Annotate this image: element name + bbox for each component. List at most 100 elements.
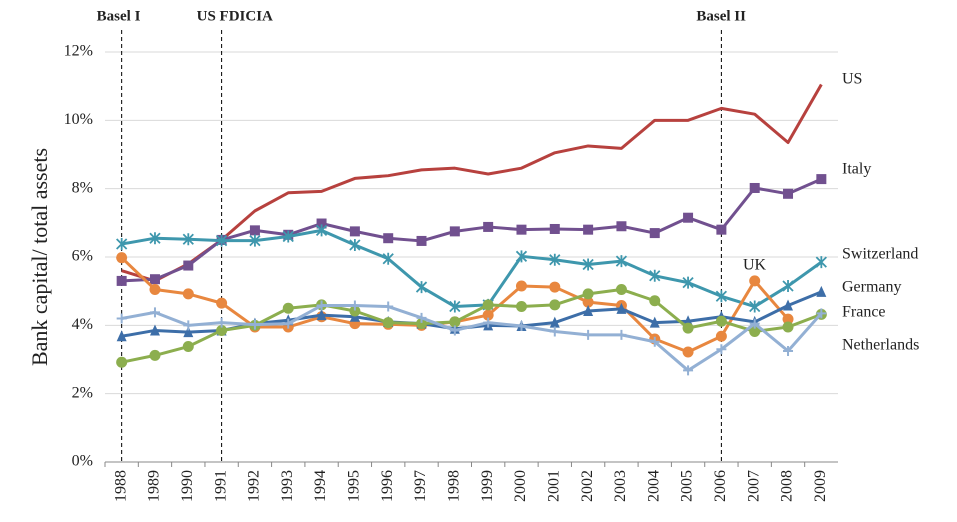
series-line (121, 304, 823, 372)
y-tick-label: 8% (72, 179, 93, 196)
marker (582, 258, 594, 271)
marker (549, 316, 560, 328)
marker (149, 232, 161, 245)
x-tick-label: 1988 (112, 470, 129, 502)
marker (149, 274, 160, 285)
marker (682, 346, 694, 358)
marker (549, 253, 561, 266)
marker (715, 315, 727, 327)
marker (249, 319, 260, 330)
x-tick-label: 1994 (312, 470, 329, 502)
marker (482, 299, 494, 311)
marker (482, 309, 494, 321)
marker (216, 297, 228, 309)
series-label: Italy (842, 161, 871, 178)
marker (515, 301, 527, 313)
marker (183, 260, 194, 271)
marker (449, 300, 461, 313)
x-tick-label: 2002 (579, 470, 596, 502)
marker (416, 318, 428, 330)
y-tick-label: 4% (72, 316, 93, 333)
series-label: Switzerland (842, 246, 918, 263)
marker (315, 224, 328, 237)
marker (316, 309, 327, 321)
marker (249, 225, 260, 236)
x-tick-label: 1998 (446, 470, 463, 502)
y-axis-label: Bank capital/ total assets (27, 148, 52, 366)
marker (149, 283, 161, 295)
marker (582, 288, 594, 300)
marker (649, 228, 660, 239)
x-tick-label: 1989 (146, 470, 163, 502)
x-tick-label: 2003 (612, 470, 629, 502)
marker (483, 221, 494, 232)
y-tick-label: 2% (72, 384, 93, 401)
marker (815, 256, 827, 269)
x-tick-label: 1995 (346, 470, 363, 502)
marker (382, 252, 394, 265)
marker (683, 212, 694, 223)
x-tick-label: 2008 (779, 470, 796, 502)
x-tick-label: 1993 (279, 470, 296, 502)
marker (649, 269, 661, 282)
marker (116, 238, 128, 251)
marker (116, 313, 127, 324)
marker (816, 308, 827, 319)
marker (516, 321, 527, 332)
marker (282, 230, 294, 243)
annotation: Basel II (696, 8, 746, 24)
marker (116, 252, 128, 264)
marker (616, 329, 627, 340)
marker (616, 302, 627, 314)
x-tick-label: 2007 (745, 470, 762, 502)
marker (349, 239, 361, 252)
marker (649, 316, 660, 328)
y-tick-label: 0% (72, 453, 93, 470)
marker (816, 174, 827, 185)
x-tick-label: 2006 (712, 470, 729, 502)
marker (615, 255, 628, 268)
x-tick-label: 2001 (545, 470, 562, 502)
marker (116, 275, 127, 286)
marker (183, 320, 194, 331)
marker (782, 321, 794, 333)
marker (682, 276, 694, 289)
series-line (121, 177, 822, 283)
marker (182, 288, 194, 300)
marker (649, 336, 660, 347)
marker (383, 301, 394, 312)
x-tick-label: 2005 (679, 470, 696, 502)
marker (316, 218, 327, 229)
annotation: Basel I (97, 8, 141, 24)
marker (416, 235, 427, 246)
marker (515, 250, 528, 263)
marker (383, 233, 394, 244)
marker (782, 313, 794, 325)
marker (716, 224, 727, 235)
marker (583, 329, 594, 340)
marker (249, 234, 261, 247)
marker (649, 295, 661, 307)
x-tick-label: 1990 (179, 470, 196, 502)
marker (615, 283, 627, 295)
marker (415, 281, 428, 294)
marker (116, 330, 127, 342)
series-label: Netherlands (842, 337, 919, 354)
marker (183, 326, 194, 338)
series-label: Germany (842, 279, 902, 296)
series-label: France (842, 304, 886, 321)
marker (216, 324, 228, 336)
x-tick-label: 1999 (479, 470, 496, 502)
series-label: US (842, 71, 862, 88)
marker (749, 275, 761, 287)
x-tick-label: 1996 (379, 470, 396, 502)
series-line (121, 228, 823, 309)
marker (783, 345, 794, 356)
marker (349, 300, 360, 311)
marker (149, 307, 160, 318)
marker (483, 317, 494, 328)
marker (715, 290, 728, 303)
y-tick-label: 6% (72, 248, 93, 265)
series-line (121, 287, 822, 364)
